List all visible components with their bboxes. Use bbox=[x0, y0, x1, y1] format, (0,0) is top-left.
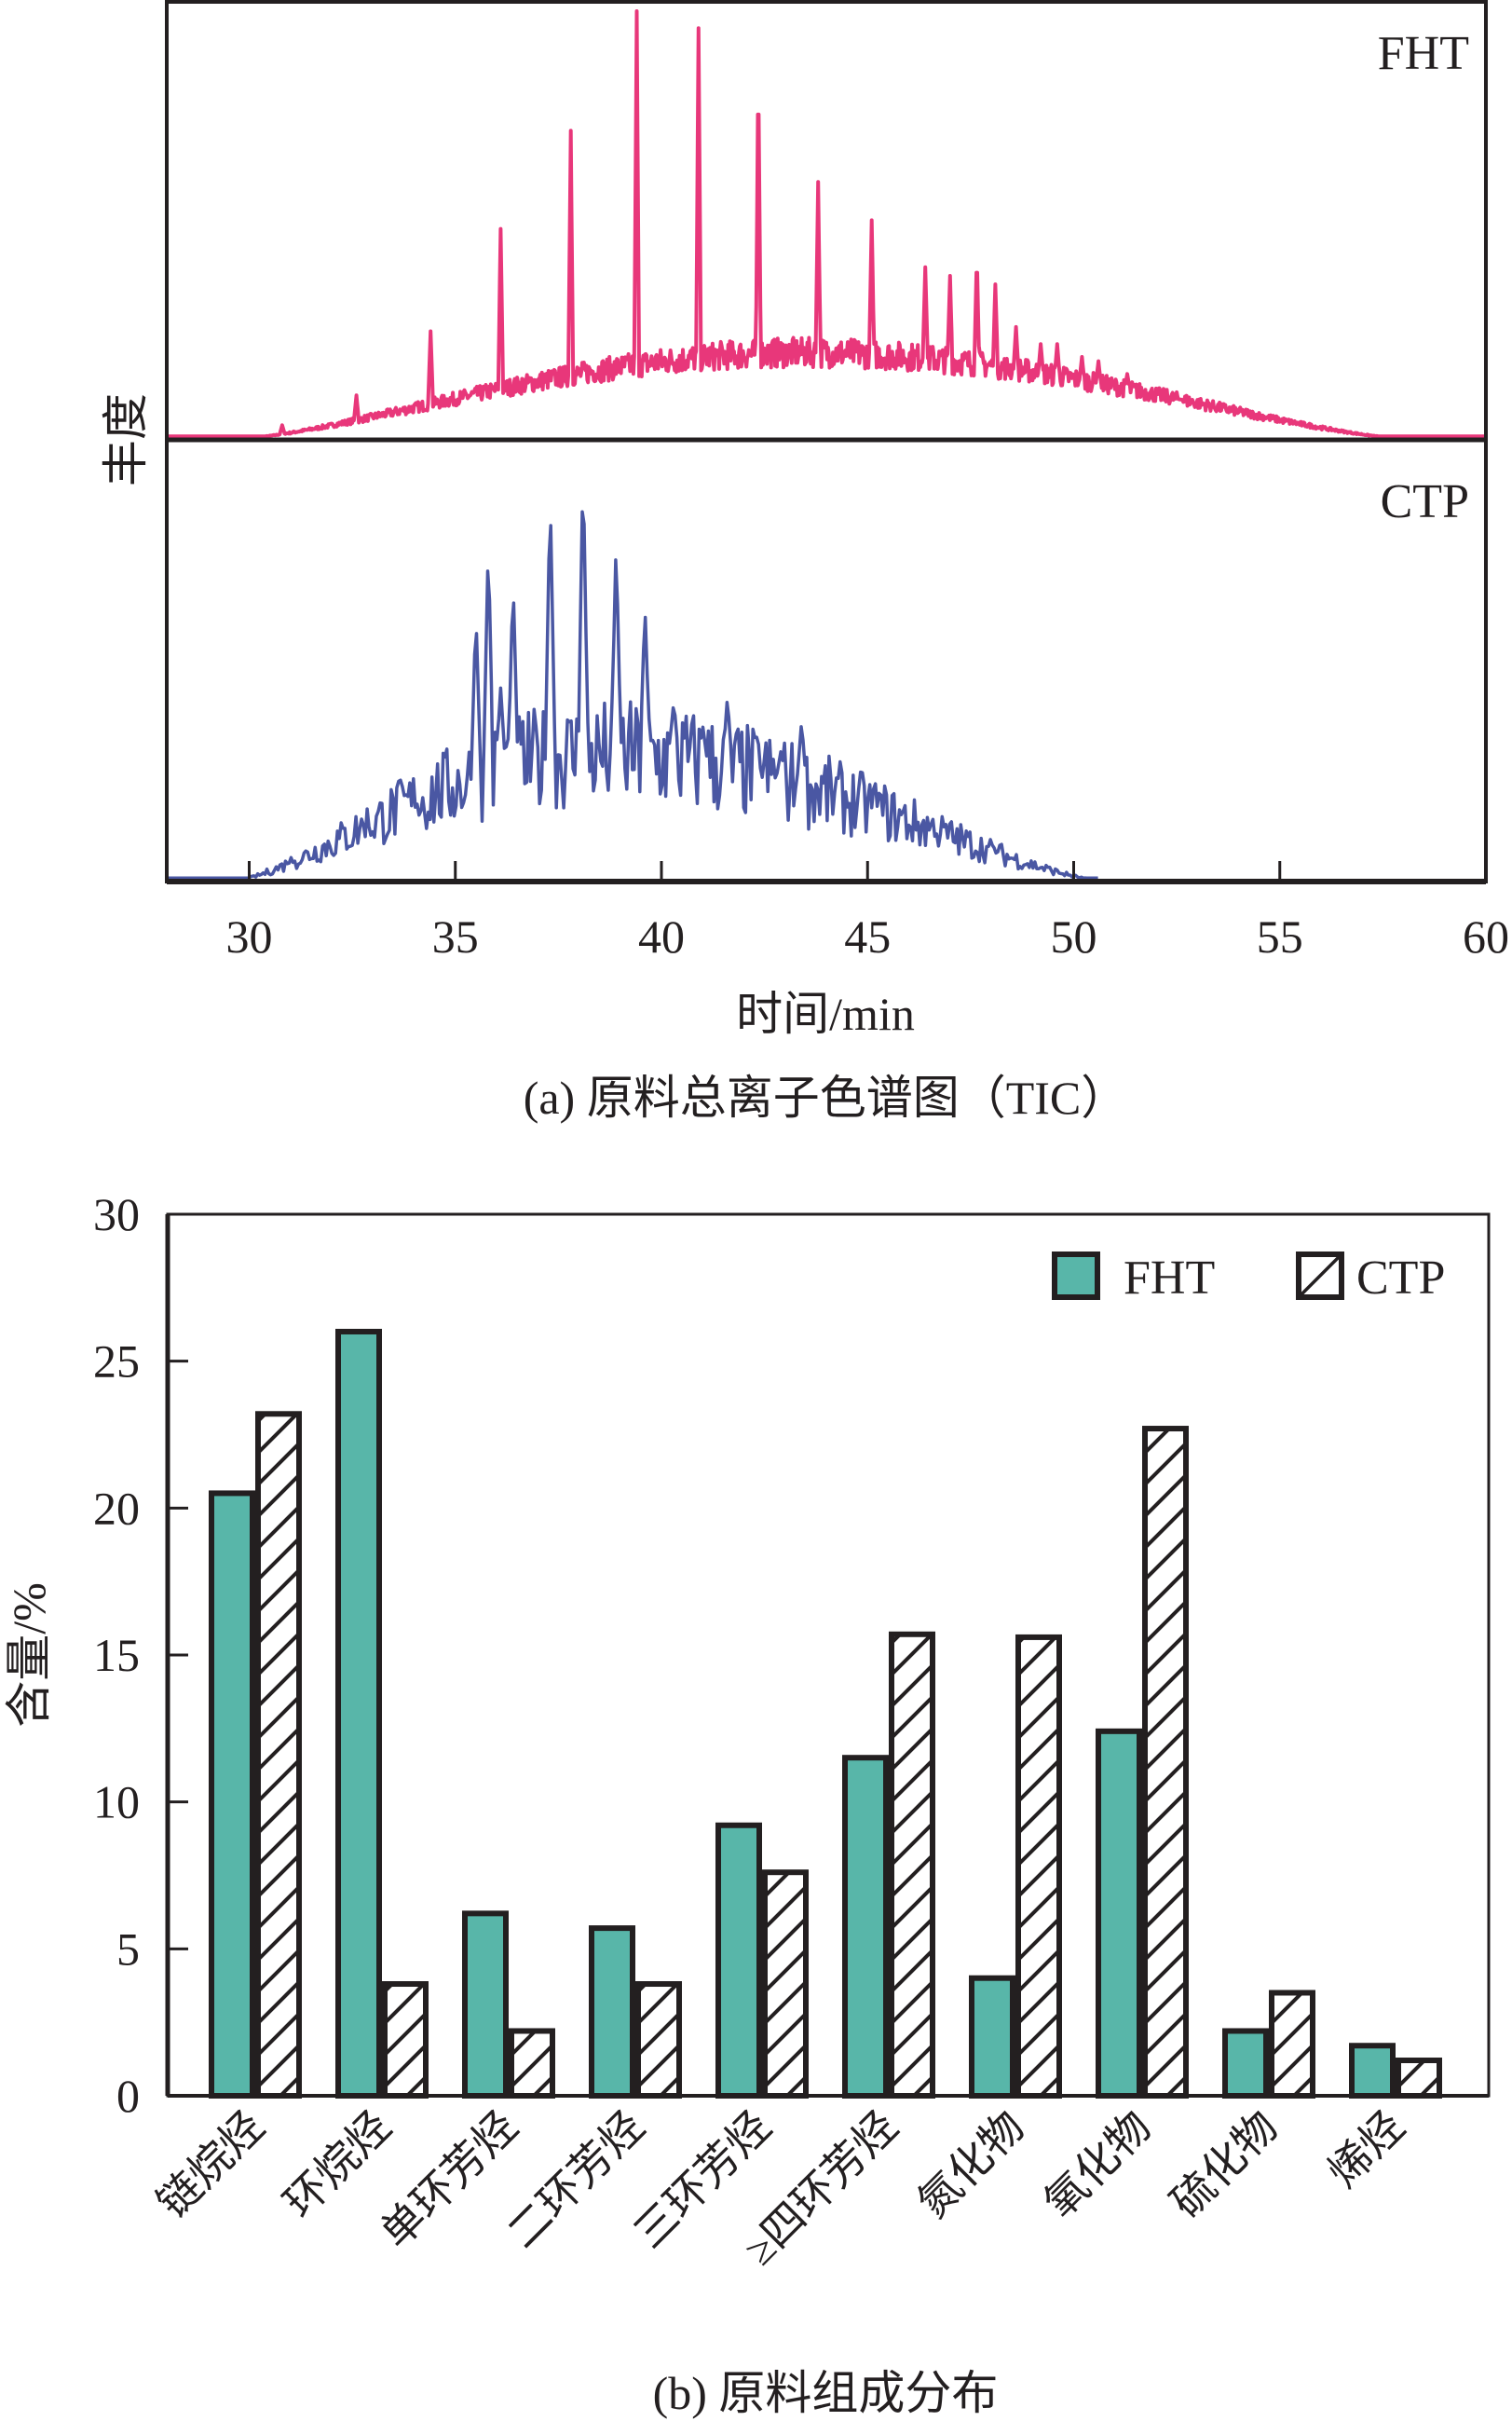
legend-label-fht: FHT bbox=[1124, 1252, 1215, 1305]
x-tick-label-30: 30 bbox=[226, 910, 273, 963]
chart-b-y-ticks: 0 5 10 15 20 25 30 bbox=[93, 1188, 188, 2122]
tic-traces bbox=[165, 9, 1487, 880]
bar-fht-0 bbox=[209, 1490, 255, 2099]
y-tick-label-25: 25 bbox=[93, 1335, 140, 1388]
x-tick-label-60: 60 bbox=[1463, 910, 1509, 963]
category-label-0: 链烷烃 bbox=[148, 2102, 273, 2227]
x-tick-label-45: 45 bbox=[844, 910, 891, 963]
legend-swatch-fht bbox=[1052, 1252, 1100, 1300]
chart-a-y-axis-title: 丰度 bbox=[100, 393, 152, 486]
chart-b-y-axis-title: 含量/% bbox=[3, 1582, 55, 1728]
bar-ctp-0 bbox=[255, 1411, 302, 2099]
legend-label-ctp: CTP bbox=[1356, 1252, 1445, 1305]
y-tick-label-5: 5 bbox=[116, 1922, 140, 1975]
chart-a-x-ticks: 30 35 40 45 50 55 60 bbox=[226, 861, 1509, 963]
category-label-7: 氧化物 bbox=[1035, 2102, 1160, 2227]
y-tick-label-0: 0 bbox=[116, 2070, 140, 2122]
bar-ctp-9 bbox=[1396, 2058, 1442, 2099]
bar-ctp-3 bbox=[635, 1981, 682, 2100]
trace-ctp bbox=[167, 510, 1098, 880]
bar-fht-3 bbox=[589, 1925, 635, 2100]
chart-a-frame bbox=[165, 0, 1488, 884]
category-label-2: 单环芳烃 bbox=[372, 2102, 526, 2257]
category-label-6: 氮化物 bbox=[908, 2102, 1033, 2227]
category-label-1: 环烷烃 bbox=[275, 2102, 400, 2227]
y-tick-label-15: 15 bbox=[93, 1629, 140, 1681]
bar-fht-7 bbox=[1096, 1728, 1142, 2100]
bar-fht-4 bbox=[715, 1822, 762, 2099]
x-tick-label-55: 55 bbox=[1257, 910, 1303, 963]
trace-fht bbox=[165, 9, 1487, 439]
bar-fht-1 bbox=[335, 1328, 382, 2099]
bar-fht-9 bbox=[1349, 2043, 1396, 2099]
category-label-9: 烯烃 bbox=[1319, 2102, 1413, 2196]
legend-swatch-ctp-hatch bbox=[1300, 1255, 1341, 1296]
y-tick-label-30: 30 bbox=[93, 1188, 140, 1240]
legend: FHT CTP bbox=[1052, 1252, 1445, 1305]
x-tick-label-50: 50 bbox=[1051, 910, 1097, 963]
bar-ctp-5 bbox=[889, 1631, 935, 2099]
chart-a-x-axis-title: 时间/min bbox=[736, 988, 915, 1040]
y-tick-label-10: 10 bbox=[93, 1776, 140, 1828]
bars bbox=[209, 1328, 1442, 2100]
bar-ctp-4 bbox=[762, 1869, 809, 2100]
bar-fht-5 bbox=[842, 1755, 889, 2100]
bar-fht-8 bbox=[1222, 2028, 1269, 2100]
chart-a-caption: (a) 原料总离子色谱图（TIC） bbox=[524, 1072, 1128, 1124]
bar-fht-2 bbox=[462, 1910, 509, 2100]
bar-ctp-2 bbox=[509, 2028, 555, 2100]
bar-fht-6 bbox=[969, 1975, 1015, 2100]
panel-label-fht: FHT bbox=[1378, 27, 1469, 80]
category-label-3: 二环芳烃 bbox=[498, 2102, 653, 2257]
panel-label-ctp: CTP bbox=[1381, 475, 1469, 528]
bar-ctp-8 bbox=[1269, 1990, 1315, 2099]
x-tick-label-35: 35 bbox=[432, 910, 479, 963]
chart-b-composition: 0 5 10 15 20 25 30 链烷烃 环烷烃单环芳烃二环芳烃三环芳烃≥四环芳烃 氮化物氧… bbox=[3, 1188, 1491, 2419]
y-tick-label-20: 20 bbox=[93, 1482, 140, 1534]
category-label-8: 硫化物 bbox=[1162, 2102, 1287, 2227]
bar-ctp-1 bbox=[382, 1981, 429, 2100]
x-tick-label-40: 40 bbox=[638, 910, 685, 963]
chart-b-caption: (b) 原料组成分布 bbox=[653, 2367, 999, 2419]
bar-ctp-6 bbox=[1015, 1634, 1062, 2099]
bar-ctp-7 bbox=[1142, 1426, 1189, 2100]
chart-a-tic: 30 35 40 45 50 55 60 FHT CTP 丰度 时间/min (a) 原料总… bbox=[100, 0, 1509, 1124]
